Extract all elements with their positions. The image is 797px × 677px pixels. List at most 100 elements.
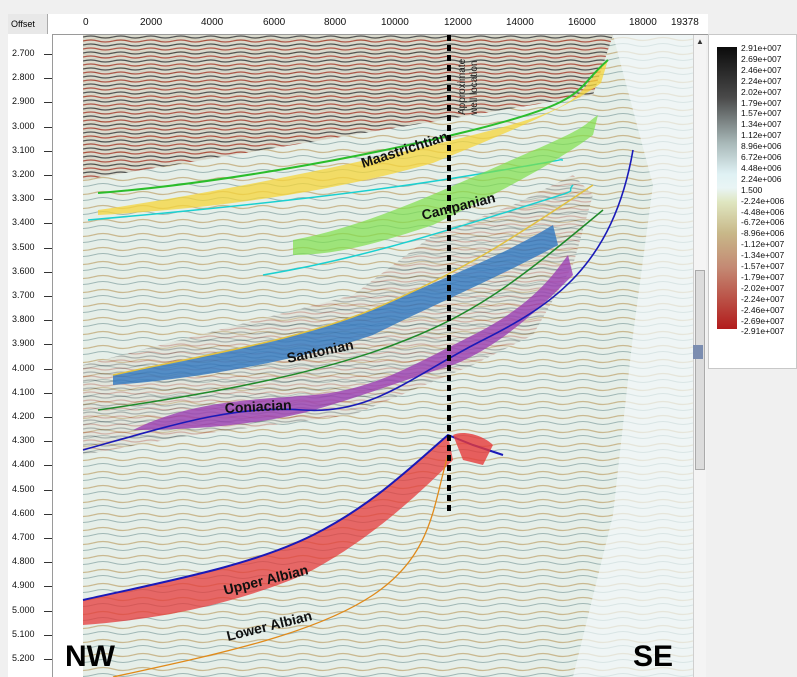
y-tick: 4.200 [12, 411, 35, 421]
y-tick-mark [44, 78, 52, 80]
colorbar-label: -2.46e+007 [741, 304, 785, 315]
colorbar-label: 2.69e+007 [741, 53, 782, 64]
colorbar-label: 2.24e+007 [741, 75, 782, 86]
y-tick: 4.900 [12, 580, 35, 591]
y-tick-mark [44, 465, 52, 467]
colorbar-label: 4.48e+006 [741, 162, 782, 173]
y-tick-mark [44, 538, 52, 539]
faded-zone [573, 35, 693, 677]
colorbar-label: -2.02e+007 [741, 282, 785, 293]
x-tick: 4000 [201, 17, 224, 28]
colorbar-label: 6.72e+006 [741, 152, 782, 162]
y-tick: 3.100 [12, 144, 35, 155]
colorbar-label: 2.24e+006 [741, 173, 782, 184]
y-tick: 4.800 [12, 556, 35, 567]
y-tick: 3.900 [12, 338, 35, 349]
seismic-section-canvas: Approximate well location Maastrichtian … [53, 35, 693, 677]
seismic-section[interactable]: Approximate well location Maastrichtian … [53, 35, 693, 677]
santonian-base-line [97, 209, 604, 411]
maastrichtian-base-line [87, 158, 564, 221]
x-tick: 19378 [671, 17, 699, 28]
time-ruler: 2.700 2.800 2.900 3.000 3.100 3.200 3.300 3.400… [8, 34, 53, 677]
y-tick-mark [44, 150, 52, 152]
y-tick-mark [44, 271, 52, 273]
y-tick-mark [44, 489, 52, 491]
scrollbar-thumb[interactable] [695, 270, 705, 470]
colorbar-label: -1.12e+007 [741, 239, 785, 250]
well-label-line2: well location [469, 61, 480, 116]
y-tick: 3.400 [12, 217, 35, 228]
y-tick: 4.400 [12, 459, 35, 470]
y-tick: 2.900 [12, 96, 35, 107]
x-tick: 18000 [629, 17, 657, 28]
x-tick: 16000 [568, 17, 596, 28]
y-tick: 4.700 [12, 532, 35, 542]
colorbar-label: -2.91e+007 [741, 326, 785, 337]
y-tick: 4.100 [12, 386, 35, 397]
santonian-top-line [112, 184, 594, 376]
upper-albian-horizon [83, 435, 453, 625]
y-tick: 3.800 [12, 314, 35, 325]
y-tick-mark [44, 126, 52, 128]
scroll-up-icon[interactable]: ▲ [696, 37, 704, 46]
colorbar-label: 1.12e+007 [741, 130, 782, 141]
offset-ruler-label: Offset [8, 14, 48, 34]
y-tick: 4.600 [12, 507, 35, 518]
colorbar-label: -1.79e+007 [741, 271, 785, 282]
colorbar-label: 2.46e+007 [741, 64, 782, 75]
coniacian-label: Coniacian [224, 397, 292, 416]
y-tick: 4.000 [12, 362, 35, 373]
colorbar-label: 1.79e+007 [741, 97, 782, 108]
y-tick: 3.200 [12, 169, 35, 179]
y-tick: 3.700 [12, 290, 35, 300]
mid-reflectors [83, 175, 593, 455]
colorbar-label: 1.500 [741, 184, 763, 195]
colorbar-label: 8.96e+006 [741, 141, 782, 152]
y-tick-mark [44, 344, 52, 346]
nw-direction-label: NW [65, 640, 115, 673]
amplitude-colorbar [717, 47, 737, 329]
x-tick: 0 [83, 17, 89, 28]
colorbar-label: 2.02e+007 [741, 86, 782, 97]
colorbar-label: -4.48e+006 [741, 206, 785, 217]
y-tick: 5.000 [12, 604, 35, 615]
y-tick: 2.700 [12, 48, 35, 58]
colorbar-label: -1.34e+007 [741, 250, 785, 261]
y-tick: 2.800 [12, 72, 35, 83]
colorbar-label: -2.24e+006 [741, 195, 785, 206]
y-tick: 3.600 [12, 265, 35, 276]
y-tick-mark [44, 392, 52, 394]
santonian-horizon [113, 225, 558, 385]
se-direction-label: SE [633, 640, 674, 673]
y-tick-mark [44, 223, 52, 225]
y-tick-mark [44, 296, 52, 297]
colorbar-label: -8.96e+006 [741, 228, 785, 239]
maastrichtian-top-line [97, 59, 609, 194]
y-tick-mark [44, 102, 52, 104]
y-tick-mark [44, 175, 52, 176]
coniacian-horizon [133, 255, 573, 430]
y-tick: 4.300 [12, 435, 35, 446]
campanian-horizon [293, 115, 598, 255]
y-tick-mark [44, 54, 52, 55]
amplitude-colorbar-panel: 2.91e+007 2.69e+007 2.46e+007 2.24e+007 2.02… [708, 34, 797, 369]
y-tick-mark [44, 586, 52, 588]
y-tick: 4.500 [12, 483, 35, 494]
y-tick: 5.200 [12, 653, 35, 663]
panel-resize-handle[interactable] [693, 345, 703, 359]
colorbar-label: 1.34e+007 [741, 119, 782, 130]
upper-albian-top-line [82, 433, 504, 601]
x-tick: 10000 [381, 17, 409, 28]
colorbar-label: -6.72e+006 [741, 217, 785, 228]
y-tick-mark [44, 562, 52, 564]
y-tick-mark [44, 513, 52, 515]
y-tick-mark [44, 634, 52, 636]
y-tick: 3.000 [12, 120, 35, 131]
y-tick-mark [44, 247, 52, 249]
offset-ruler: Offset 0 2000 4000 6000 8000 10000 12000… [8, 14, 708, 35]
y-tick-mark [44, 610, 52, 612]
y-tick-mark [44, 320, 52, 322]
campanian-base-line [262, 184, 574, 276]
x-tick: 12000 [444, 17, 472, 28]
